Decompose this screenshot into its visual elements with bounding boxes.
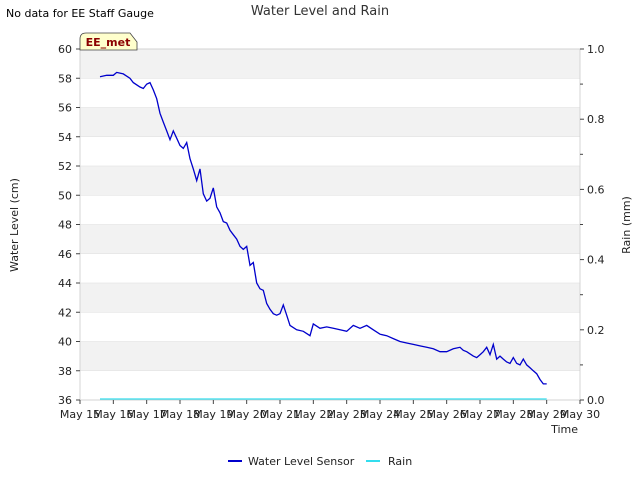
x-axis-label: Time	[550, 423, 578, 436]
x-tick-label: May 29	[527, 408, 567, 421]
right-axis: 0.0 0.2 0.4 0.6 0.8 1.0	[580, 43, 605, 407]
y-axis-label: Water Level (cm)	[8, 178, 21, 272]
y-tick-label: 54	[58, 131, 72, 144]
station-badge-label: EE_met	[86, 36, 131, 49]
x-tick-label: May 20	[227, 408, 267, 421]
background-bands	[80, 48, 580, 401]
y-tick-label: 42	[58, 306, 72, 319]
legend-label-rain: Rain	[388, 455, 412, 468]
station-badge: EE_met	[79, 32, 138, 51]
legend-label-water-level: Water Level Sensor	[248, 455, 355, 468]
left-axis: 36 38 40 42 44 46 48 50 52 54 56 58 60	[58, 43, 80, 407]
y-tick-label: 58	[58, 72, 72, 85]
y2-tick-label: 1.0	[587, 43, 605, 56]
station-badge-box	[79, 32, 138, 51]
x-tick-label: May 19	[193, 408, 233, 421]
y2-axis-label: Rain (mm)	[620, 196, 633, 254]
background-band	[80, 253, 580, 283]
background-band	[80, 78, 580, 108]
x-tick-label: May 16	[93, 408, 133, 421]
background-band	[80, 107, 580, 137]
y-tick-label: 36	[58, 394, 72, 407]
x-tick-label: May 18	[160, 408, 200, 421]
y-tick-label: 56	[58, 102, 72, 115]
y-tick-label: 40	[58, 336, 72, 349]
chart-title: Water Level and Rain	[250, 4, 390, 19]
x-tick-label: May 15	[60, 408, 100, 421]
y-tick-label: 52	[58, 160, 72, 173]
x-tick-label: May 23	[327, 408, 367, 421]
y-tick-label: 48	[58, 219, 72, 232]
y2-tick-label: 0.8	[587, 113, 605, 126]
y-tick-label: 44	[58, 277, 72, 290]
background-band	[80, 370, 580, 400]
x-tick-label: May 27	[460, 408, 500, 421]
x-tick-label: May 30	[560, 408, 600, 421]
x-tick-label: May 22	[293, 408, 333, 421]
no-data-note: No data for EE Staff Gauge	[6, 7, 154, 20]
y2-tick-label: 0.2	[587, 324, 605, 337]
y-tick-label: 38	[58, 365, 72, 378]
background-band	[80, 341, 580, 371]
background-band	[80, 136, 580, 166]
x-tick-label: May 26	[427, 408, 467, 421]
background-band	[80, 195, 580, 225]
x-tick-label: May 17	[127, 408, 167, 421]
x-tick-label: May 24	[360, 408, 400, 421]
x-tick-label: May 28	[493, 408, 533, 421]
background-band	[80, 49, 580, 79]
background-band	[80, 312, 580, 342]
background-band	[80, 166, 580, 196]
y-tick-label: 50	[58, 189, 72, 202]
x-tick-label: May 25	[393, 408, 433, 421]
y2-tick-label: 0.4	[587, 254, 605, 267]
y-tick-label: 46	[58, 248, 72, 261]
legend: Water Level Sensor Rain	[228, 455, 412, 468]
y2-tick-label: 0.6	[587, 183, 605, 196]
y-tick-label: 60	[58, 43, 72, 56]
background-band	[80, 283, 580, 313]
background-band	[80, 224, 580, 254]
y2-tick-label: 0.0	[587, 394, 605, 407]
series-line-water-level-sensor	[99, 71, 547, 385]
x-tick-label: May 21	[260, 408, 300, 421]
